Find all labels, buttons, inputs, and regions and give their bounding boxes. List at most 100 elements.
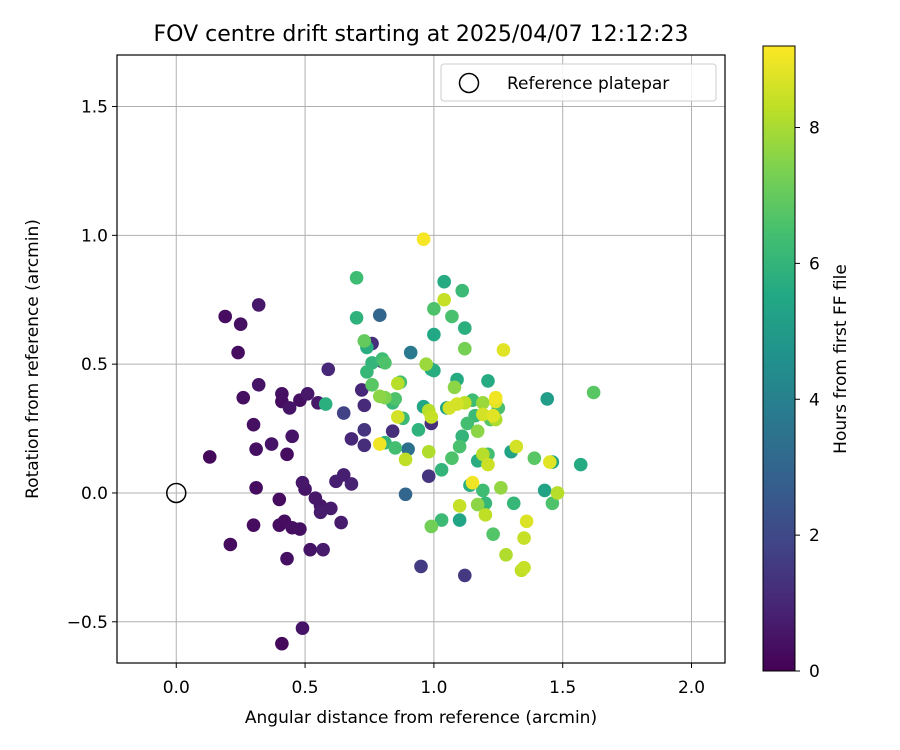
data-point [427, 327, 441, 342]
data-point [249, 481, 263, 495]
data-point [476, 395, 490, 410]
data-point [360, 365, 374, 379]
data-point [398, 487, 413, 502]
data-point [218, 309, 233, 324]
data-point [365, 377, 379, 392]
data-point [424, 519, 439, 534]
x-axis-label: Angular distance from reference (arcmin) [245, 708, 597, 728]
data-point [388, 392, 403, 406]
data-points [202, 232, 601, 651]
data-point [476, 447, 490, 462]
data-point [324, 501, 338, 516]
data-point [486, 408, 500, 423]
data-point [398, 452, 413, 467]
data-point [357, 334, 372, 348]
data-point [537, 483, 552, 498]
data-point [391, 410, 405, 424]
data-point [357, 423, 372, 437]
y-tick-label: 1.0 [81, 226, 108, 246]
data-point [421, 444, 436, 459]
reference-platepar-marker [166, 482, 187, 504]
data-point [421, 469, 436, 484]
x-tick-label: 0.5 [292, 678, 319, 698]
y-axis-ticks: −0.5 0.0 0.5 1.0 1.5 [67, 98, 117, 633]
data-point [455, 429, 470, 444]
data-point [293, 522, 307, 536]
data-point [586, 385, 601, 400]
data-point [457, 568, 472, 583]
data-point [445, 451, 459, 465]
data-point [275, 386, 289, 401]
data-point [540, 392, 555, 406]
chart-title: FOV centre drift starting at 2025/04/07 … [154, 22, 689, 47]
data-point [372, 308, 387, 323]
data-point [455, 283, 470, 298]
data-point [488, 390, 503, 405]
colorbar-tick-label: 2 [809, 526, 820, 546]
colorbar-tick-label: 8 [809, 119, 820, 139]
data-point [280, 551, 294, 566]
data-point [285, 429, 299, 444]
data-point [573, 457, 588, 472]
x-tick-label: 0.0 [163, 678, 190, 698]
data-point [478, 508, 493, 522]
x-tick-label: 1.0 [420, 678, 447, 698]
data-point [251, 377, 266, 392]
data-point [378, 356, 392, 370]
y-tick-label: 0.0 [81, 484, 108, 504]
data-point [280, 447, 294, 462]
data-point [481, 374, 495, 388]
data-point [372, 389, 387, 404]
data-point [447, 380, 462, 395]
colorbar-tick-label: 6 [809, 254, 820, 274]
legend-box [440, 63, 717, 102]
data-point [434, 462, 449, 477]
data-point [452, 499, 467, 513]
data-point [349, 271, 364, 285]
data-point [388, 441, 403, 455]
colorbar-tick-label: 0 [809, 662, 820, 682]
data-point [357, 398, 372, 413]
data-point [486, 527, 500, 541]
y-axis-label: Rotation from reference (arcmin) [23, 219, 43, 499]
colorbar-tick-label: 4 [809, 390, 820, 410]
data-point [318, 397, 333, 411]
data-point [403, 345, 418, 360]
data-point [416, 232, 431, 247]
data-point [391, 376, 405, 391]
data-point [414, 559, 428, 574]
data-point [336, 468, 351, 482]
data-point [344, 477, 359, 491]
data-point [470, 497, 485, 512]
data-point [246, 417, 261, 432]
data-point [264, 437, 279, 451]
data-point [452, 513, 467, 527]
data-point [457, 321, 472, 335]
x-axis-ticks: 0.0 0.5 1.0 1.5 2.0 [163, 663, 705, 698]
data-point [481, 457, 495, 472]
data-point [223, 537, 238, 552]
data-point [313, 505, 328, 520]
data-point [357, 438, 372, 453]
data-point [465, 475, 480, 490]
data-point [496, 343, 511, 357]
data-point [450, 397, 464, 411]
data-point [519, 514, 534, 529]
data-point [517, 560, 531, 575]
colorbar: 0 2 4 6 8 Hours from first FF file [762, 45, 851, 682]
data-point [476, 483, 490, 498]
data-point [282, 401, 297, 415]
legend: Reference platepar [440, 63, 717, 102]
data-point [437, 292, 451, 307]
data-point [334, 515, 348, 530]
data-point [543, 455, 557, 469]
data-point [550, 486, 565, 500]
data-point [470, 424, 485, 438]
legend-marker-icon [458, 72, 480, 94]
data-point [233, 317, 248, 332]
colorbar-gradient [762, 45, 796, 672]
data-point [517, 531, 531, 545]
data-point [445, 309, 459, 324]
data-point [476, 407, 490, 422]
